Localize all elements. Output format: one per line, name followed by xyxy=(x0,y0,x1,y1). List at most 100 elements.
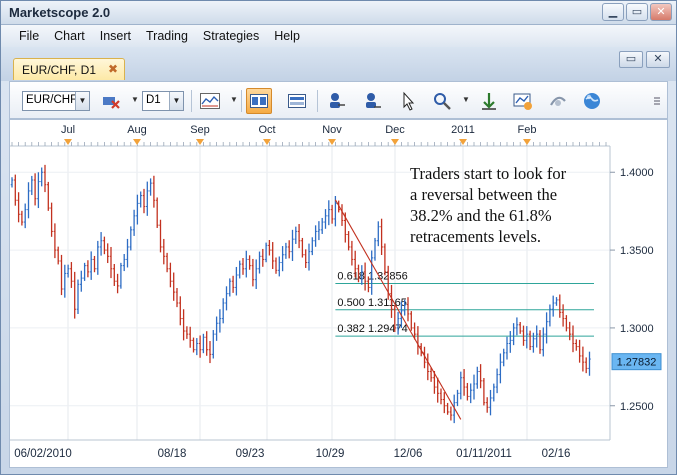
chart-tab[interactable]: EUR/CHF, D1 ✖ xyxy=(13,58,125,80)
indicators-icon[interactable] xyxy=(510,88,536,114)
fibonacci-retracement[interactable]: 0.618 1.32856 0.500 1.31165 0.382 1.29474 xyxy=(335,270,594,337)
zoom-out-icon[interactable] xyxy=(359,88,385,114)
chart-toolbar: EUR/CHF ▼ ▼ D1 ▼ ▼ xyxy=(9,81,668,119)
price-bar xyxy=(93,255,96,273)
ohlc-bars xyxy=(10,164,591,424)
price-bar xyxy=(215,316,218,341)
trendline[interactable] xyxy=(334,199,462,420)
remove-instrument-icon[interactable] xyxy=(98,88,124,114)
price-bar xyxy=(172,272,175,301)
chevron-down-icon[interactable]: ▼ xyxy=(230,95,238,104)
period-marker[interactable] xyxy=(64,139,72,145)
instrument-select[interactable]: EUR/CHF ▼ xyxy=(22,91,90,111)
menu-insert[interactable]: Insert xyxy=(99,29,131,43)
doc-restore-button[interactable]: ▭ xyxy=(619,51,643,68)
menu-strategies[interactable]: Strategies xyxy=(202,29,260,43)
globe-icon[interactable] xyxy=(579,88,605,114)
period-marker[interactable] xyxy=(196,139,204,145)
timeframe-select[interactable]: D1 ▼ xyxy=(142,91,184,111)
strategy-icon[interactable] xyxy=(545,88,571,114)
price-bar xyxy=(225,286,228,311)
doc-close-button[interactable]: ✕ xyxy=(646,51,670,68)
price-bar xyxy=(40,167,43,187)
price-bar xyxy=(136,194,139,225)
price-bar xyxy=(251,258,255,287)
retracement-trendline[interactable] xyxy=(334,199,462,420)
price-bar xyxy=(578,339,581,363)
top-axis-label: Sep xyxy=(190,124,210,136)
period-marker[interactable] xyxy=(459,139,467,145)
price-bar xyxy=(482,378,486,406)
period-marker[interactable] xyxy=(328,139,336,145)
price-bar xyxy=(433,371,436,394)
price-bar xyxy=(499,353,502,384)
price-bar xyxy=(159,219,162,253)
period-marker[interactable] xyxy=(133,139,141,145)
bar-style-icon[interactable] xyxy=(197,88,223,114)
price-bar xyxy=(535,325,538,348)
price-bar xyxy=(472,374,476,400)
top-axis-label: Feb xyxy=(518,124,537,136)
price-bar xyxy=(396,311,400,335)
price-bar xyxy=(169,262,172,288)
menu-chart[interactable]: Chart xyxy=(54,29,85,43)
price-bar xyxy=(139,191,142,208)
chart-annotation[interactable]: Traders start to look for a reversal betw… xyxy=(410,164,567,246)
menu-file[interactable]: File xyxy=(19,29,40,43)
chart-tile-icon[interactable] xyxy=(246,88,272,114)
price-bar xyxy=(146,181,149,216)
price-bar xyxy=(274,257,278,274)
price-line-icon[interactable] xyxy=(476,88,502,114)
price-bar xyxy=(304,249,307,268)
price-bar xyxy=(155,197,159,228)
close-button[interactable]: ✕ xyxy=(650,3,672,21)
price-bar xyxy=(179,296,182,326)
price-bar xyxy=(350,240,354,266)
price-bar xyxy=(555,297,558,306)
chart-pane[interactable]: 0.618 1.32856 0.500 1.31165 0.382 1.29474 … xyxy=(9,119,668,468)
price-bar xyxy=(73,271,76,319)
zoom-area-icon[interactable] xyxy=(429,88,455,114)
menu-help[interactable]: Help xyxy=(274,29,300,43)
document-controls: ▭ ✕ xyxy=(619,51,670,68)
bottom-axis-label: 12/06 xyxy=(394,448,423,460)
price-bar xyxy=(182,309,185,341)
period-marker[interactable] xyxy=(523,139,531,145)
price-bar xyxy=(30,175,34,196)
window-controls: ▁ ▭ ✕ xyxy=(602,3,672,21)
price-bar xyxy=(14,174,17,206)
period-marker[interactable] xyxy=(263,139,271,145)
price-bar xyxy=(70,262,73,288)
chevron-down-icon[interactable]: ▼ xyxy=(462,95,470,104)
current-price-tag[interactable] xyxy=(611,353,662,371)
price-axis-label: 1.3000 xyxy=(620,323,654,335)
instrument-value: EUR/CHF xyxy=(26,94,78,106)
menu-bar: File Chart Insert Trading Strategies Hel… xyxy=(1,25,676,47)
chart-tab-close-icon[interactable]: ✖ xyxy=(107,62,118,76)
period-marker[interactable] xyxy=(391,139,399,145)
menu-trading[interactable]: Trading xyxy=(146,29,188,43)
price-bar xyxy=(238,260,241,279)
price-bar xyxy=(43,164,47,193)
chart-tab-icon[interactable] xyxy=(284,88,310,114)
price-bar xyxy=(545,312,548,344)
price-bar xyxy=(192,337,195,353)
top-axis-label: Nov xyxy=(322,124,342,136)
minimize-button[interactable]: ▁ xyxy=(602,3,624,21)
price-bar xyxy=(383,243,387,276)
price-bar xyxy=(558,294,562,318)
title-bar: Marketscope 2.0 ▁ ▭ ✕ xyxy=(1,1,676,25)
price-bar xyxy=(284,242,288,259)
price-bar xyxy=(353,250,357,278)
cursor-icon[interactable] xyxy=(395,88,421,114)
top-axis-label: 2011 xyxy=(451,124,475,136)
fib-level-label: 0.500 1.31165 xyxy=(337,297,407,309)
more-icon[interactable] xyxy=(644,88,670,114)
maximize-button[interactable]: ▭ xyxy=(626,3,648,21)
price-bar xyxy=(568,321,571,341)
price-bar xyxy=(571,325,575,353)
chevron-down-icon[interactable]: ▼ xyxy=(131,95,139,104)
price-bar xyxy=(248,255,251,270)
zoom-in-icon[interactable] xyxy=(323,88,349,114)
